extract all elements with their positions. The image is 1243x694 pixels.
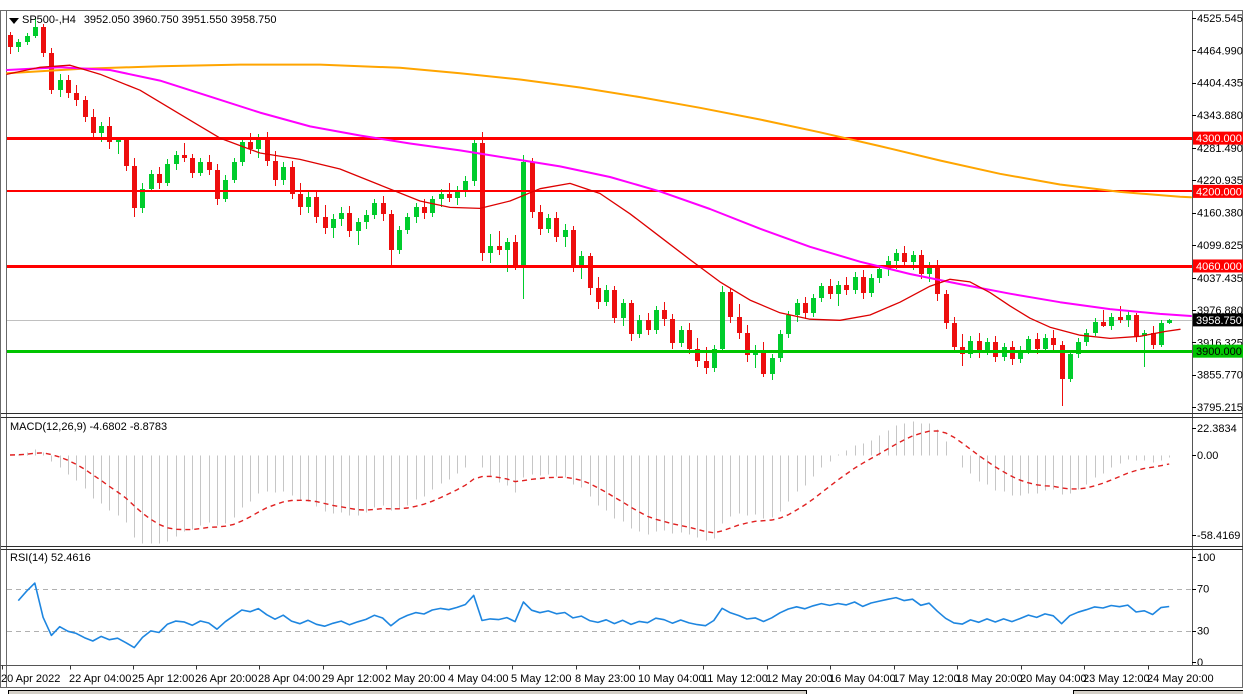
svg-text:29 Apr 12:00: 29 Apr 12:00 (322, 673, 384, 685)
svg-text:17 May 12:00: 17 May 12:00 (893, 673, 960, 685)
svg-text:20 Apr 2022: 20 Apr 2022 (1, 673, 60, 685)
mid-ma (6, 66, 1192, 317)
svg-text:4300.000: 4300.000 (1196, 133, 1242, 145)
svg-text:22.3834: 22.3834 (1197, 423, 1237, 435)
svg-text:25 Apr 12:00: 25 Apr 12:00 (132, 673, 194, 685)
svg-text:4343.880: 4343.880 (1197, 110, 1243, 122)
macd-axis: 22.3834 0.00 -58.4169 (1192, 423, 1240, 542)
rsi-line (17, 582, 1170, 649)
svg-text:16 May 04:00: 16 May 04:00 (829, 673, 896, 685)
rsi-level-lines (7, 589, 1192, 632)
symbol-dropdown-icon[interactable] (9, 18, 19, 24)
svg-text:4220.935: 4220.935 (1197, 175, 1243, 187)
rsi-indicator-title: RSI(14) 52.4616 (10, 552, 91, 564)
symbol-period-label: SP500-,H4 (22, 14, 76, 26)
svg-text:0: 0 (1197, 657, 1203, 669)
svg-text:8 May 23:00: 8 May 23:00 (575, 673, 636, 685)
svg-text:3855.770: 3855.770 (1197, 370, 1243, 382)
svg-text:12 May 20:00: 12 May 20:00 (766, 673, 833, 685)
svg-text:70: 70 (1197, 584, 1209, 596)
ohlc-values: 3952.050 3960.750 3951.550 3958.750 (83, 14, 277, 26)
chart-header: SP500-,H4 3952.050 3960.750 3951.550 3958… (22, 14, 277, 26)
svg-text:3900.000: 3900.000 (1196, 346, 1242, 358)
svg-text:0.00: 0.00 (1197, 450, 1218, 462)
svg-text:4464.990: 4464.990 (1197, 45, 1243, 57)
svg-text:4099.825: 4099.825 (1197, 240, 1243, 252)
svg-text:4200.000: 4200.000 (1196, 186, 1242, 198)
rsi-axis: 100 70 30 0 (1192, 552, 1215, 669)
svg-text:20 May 04:00: 20 May 04:00 (1020, 673, 1087, 685)
svg-text:-58.4169: -58.4169 (1197, 530, 1240, 542)
svg-text:4160.380: 4160.380 (1197, 208, 1243, 220)
svg-text:24 May 20:00: 24 May 20:00 (1147, 673, 1214, 685)
svg-text:4037.435: 4037.435 (1197, 273, 1243, 285)
svg-text:26 Apr 20:00: 26 Apr 20:00 (195, 673, 257, 685)
background-window-edge-left (8, 690, 807, 694)
svg-text:4404.435: 4404.435 (1197, 78, 1243, 90)
svg-text:2 May 20:00: 2 May 20:00 (385, 673, 446, 685)
svg-text:23 May 12:00: 23 May 12:00 (1083, 673, 1150, 685)
svg-text:22 Apr 04:00: 22 Apr 04:00 (69, 673, 131, 685)
time-axis: 20 Apr 2022 22 Apr 04:00 25 Apr 12:00 26 Ap… (0, 665, 1243, 685)
svg-text:11 May 12:00: 11 May 12:00 (702, 673, 768, 685)
background-window-edge-right (1073, 690, 1243, 694)
moving-averages (6, 63, 1192, 340)
slow-ma (6, 63, 1192, 199)
svg-text:5 May 12:00: 5 May 12:00 (511, 673, 572, 685)
svg-text:4281.490: 4281.490 (1197, 143, 1243, 155)
fast-ma (6, 64, 1181, 340)
svg-text:3958.750: 3958.750 (1196, 315, 1242, 327)
macd-signal-line (9, 430, 1170, 534)
svg-text:18 May 20:00: 18 May 20:00 (956, 673, 1023, 685)
svg-text:4525.545: 4525.545 (1197, 13, 1243, 25)
svg-text:10 May 04:00: 10 May 04:00 (638, 673, 705, 685)
svg-text:30: 30 (1197, 626, 1209, 638)
candlesticks (8, 17, 1172, 406)
horizontal-level-lines (7, 137, 1192, 353)
svg-text:28 Apr 04:00: 28 Apr 04:00 (258, 673, 320, 685)
macd-histogram (18, 421, 1170, 544)
svg-text:4 May 04:00: 4 May 04:00 (448, 673, 509, 685)
svg-text:100: 100 (1197, 552, 1215, 564)
price-axis-badges: 4300.000 4200.000 4060.000 3900.000 3958.750 (1193, 131, 1243, 358)
svg-text:4060.000: 4060.000 (1196, 261, 1242, 273)
window-frame (0, 10, 1243, 688)
svg-text:3795.215: 3795.215 (1197, 402, 1243, 414)
macd-indicator-title: MACD(12,26,9) -4.6802 -8.8783 (10, 421, 168, 433)
